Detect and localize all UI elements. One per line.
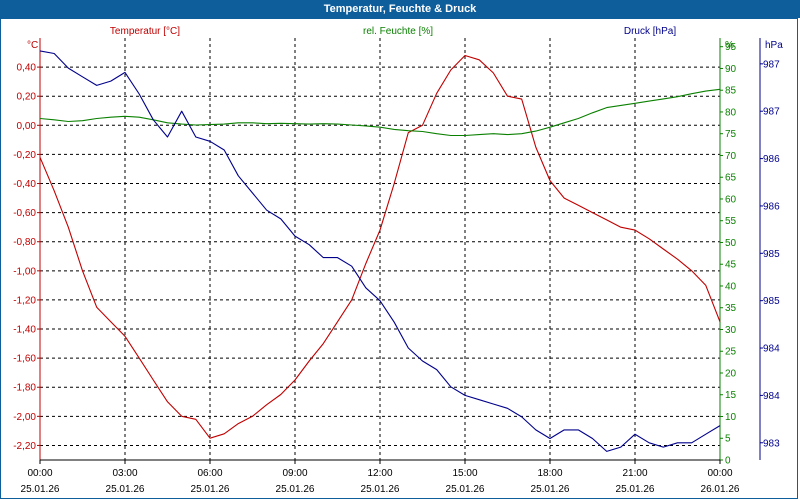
pressure-tick-label: 983 — [763, 438, 780, 449]
temperature-tick-label: 0,00 — [17, 121, 37, 132]
humidity-unit-label: % — [725, 40, 734, 51]
x-tick-date-label: 26.01.26 — [701, 484, 740, 495]
pressure-tick-label: 987 — [763, 107, 780, 118]
humidity-tick-label: 80 — [725, 107, 737, 118]
x-tick-time-label: 00:00 — [27, 468, 52, 479]
humidity-tick-label: 85 — [725, 86, 737, 97]
temperature-tick-label: -0,80 — [13, 237, 36, 248]
temperature-tick-label: -0,40 — [13, 179, 36, 190]
temperature-unit-label: °C — [27, 40, 38, 51]
temperature-tick-label: 0,20 — [17, 92, 37, 103]
temperature-tick-label: -1,60 — [13, 354, 36, 365]
pressure-tick-label: 985 — [763, 249, 780, 260]
humidity-tick-label: 35 — [725, 303, 737, 314]
temperature-tick-label: -1,20 — [13, 295, 36, 306]
pressure-unit-label: hPa — [765, 40, 783, 51]
pressure-tick-label: 984 — [763, 391, 780, 402]
x-tick-date-label: 25.01.26 — [616, 484, 655, 495]
humidity-tick-label: 55 — [725, 216, 737, 227]
humidity-tick-label: 45 — [725, 260, 737, 271]
pressure-tick-label: 984 — [763, 344, 780, 355]
pressure-tick-label: 986 — [763, 201, 780, 212]
temperature-tick-label: 0,40 — [17, 63, 37, 74]
x-tick-date-label: 25.01.26 — [106, 484, 145, 495]
temperature-tick-label: -0,60 — [13, 208, 36, 219]
temperature-tick-label: -1,00 — [13, 266, 36, 277]
humidity-tick-label: 0 — [725, 456, 731, 467]
x-tick-date-label: 25.01.26 — [191, 484, 230, 495]
humidity-tick-label: 10 — [725, 412, 737, 423]
humidity-tick-label: 40 — [725, 281, 737, 292]
temperature-tick-label: -2,20 — [13, 441, 36, 452]
x-tick-date-label: 25.01.26 — [446, 484, 485, 495]
x-tick-date-label: 25.01.26 — [531, 484, 570, 495]
humidity-tick-label: 20 — [725, 368, 737, 379]
humidity-tick-label: 75 — [725, 129, 737, 140]
series-line-pressure — [39, 50, 721, 452]
x-tick-time-label: 15:00 — [452, 468, 477, 479]
temperature-tick-label: -1,80 — [13, 383, 36, 394]
temperature-tick-label: -0,20 — [13, 150, 36, 161]
pressure-tick-label: 985 — [763, 296, 780, 307]
humidity-tick-label: 95 — [725, 42, 737, 53]
x-tick-date-label: 25.01.26 — [21, 484, 60, 495]
humidity-tick-label: 90 — [725, 64, 737, 75]
pressure-tick-label: 987 — [763, 59, 780, 70]
humidity-tick-label: 50 — [725, 238, 737, 249]
humidity-tick-label: 25 — [725, 347, 737, 358]
x-tick-time-label: 18:00 — [537, 468, 562, 479]
humidity-tick-label: 30 — [725, 325, 737, 336]
x-tick-time-label: 03:00 — [112, 468, 137, 479]
pressure-tick-label: 986 — [763, 154, 780, 165]
humidity-tick-label: 65 — [725, 173, 737, 184]
x-tick-time-label: 12:00 — [367, 468, 392, 479]
x-tick-date-label: 25.01.26 — [276, 484, 315, 495]
window-title: Temperatur, Feuchte & Druck — [0, 0, 800, 18]
series-legend-label: Temperatur [°C] — [110, 26, 180, 37]
x-tick-time-label: 21:00 — [622, 468, 647, 479]
temperature-tick-label: -2,00 — [13, 412, 36, 423]
series-legend-label: rel. Feuchte [%] — [363, 26, 433, 37]
x-tick-time-label: 06:00 — [197, 468, 222, 479]
x-tick-date-label: 25.01.26 — [361, 484, 400, 495]
x-tick-time-label: 09:00 — [282, 468, 307, 479]
series-line-temperature — [39, 54, 721, 439]
humidity-tick-label: 70 — [725, 151, 737, 162]
temperature-tick-label: -1,40 — [13, 325, 36, 336]
humidity-tick-label: 5 — [725, 434, 731, 445]
humidity-tick-label: 15 — [725, 390, 737, 401]
x-tick-time-label: 00:00 — [707, 468, 732, 479]
humidity-tick-label: 60 — [725, 194, 737, 205]
series-legend-label: Druck [hPa] — [624, 26, 676, 37]
